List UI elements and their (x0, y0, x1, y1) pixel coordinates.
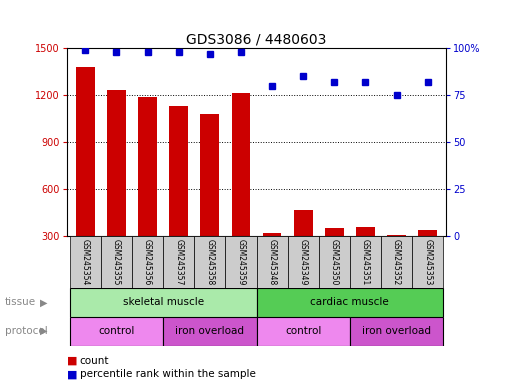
Bar (381, 236, 412, 288)
Text: iron overload: iron overload (362, 326, 431, 336)
Bar (163, 317, 256, 346)
Bar (169, 106, 188, 236)
Text: GSM245348: GSM245348 (268, 239, 277, 285)
Bar (350, 236, 381, 288)
Text: ■: ■ (67, 369, 77, 379)
Bar (101, 236, 132, 288)
Text: GSM245352: GSM245352 (392, 239, 401, 285)
Bar (201, 114, 219, 236)
Bar (76, 67, 95, 236)
Text: GSM245351: GSM245351 (361, 239, 370, 285)
Text: GSM245353: GSM245353 (423, 239, 432, 285)
Text: percentile rank within the sample: percentile rank within the sample (80, 369, 255, 379)
Bar (256, 317, 350, 346)
Bar (225, 236, 256, 288)
Bar (70, 317, 163, 346)
Bar (256, 236, 288, 288)
Text: control: control (285, 326, 321, 336)
Bar (107, 90, 126, 236)
Bar (263, 233, 282, 236)
Bar (319, 236, 350, 288)
Bar (387, 235, 406, 236)
Text: GSM245350: GSM245350 (330, 239, 339, 285)
Text: GSM245349: GSM245349 (299, 239, 308, 285)
Bar (294, 210, 312, 236)
Bar (356, 227, 374, 236)
Bar (194, 236, 225, 288)
Bar (70, 288, 256, 317)
Text: iron overload: iron overload (175, 326, 244, 336)
Bar (70, 236, 101, 288)
Bar (418, 230, 437, 236)
Text: count: count (80, 356, 109, 366)
Text: protocol: protocol (5, 326, 48, 336)
Text: GSM245355: GSM245355 (112, 239, 121, 285)
Bar (163, 236, 194, 288)
Text: GSM245356: GSM245356 (143, 239, 152, 285)
Text: GSM245354: GSM245354 (81, 239, 90, 285)
Text: ■: ■ (67, 356, 77, 366)
Text: GSM245358: GSM245358 (205, 239, 214, 285)
Bar (288, 236, 319, 288)
Bar (231, 93, 250, 236)
Title: GDS3086 / 4480603: GDS3086 / 4480603 (186, 33, 327, 47)
Bar (139, 97, 157, 236)
Text: ▶: ▶ (40, 326, 47, 336)
Text: control: control (98, 326, 135, 336)
Bar (132, 236, 163, 288)
Bar (412, 236, 443, 288)
Text: skeletal muscle: skeletal muscle (123, 297, 204, 308)
Bar (256, 288, 443, 317)
Text: ▶: ▶ (40, 297, 47, 308)
Text: GSM245359: GSM245359 (236, 239, 245, 285)
Text: GSM245357: GSM245357 (174, 239, 183, 285)
Text: cardiac muscle: cardiac muscle (310, 297, 389, 308)
Text: tissue: tissue (5, 297, 36, 308)
Bar (350, 317, 443, 346)
Bar (325, 228, 344, 236)
